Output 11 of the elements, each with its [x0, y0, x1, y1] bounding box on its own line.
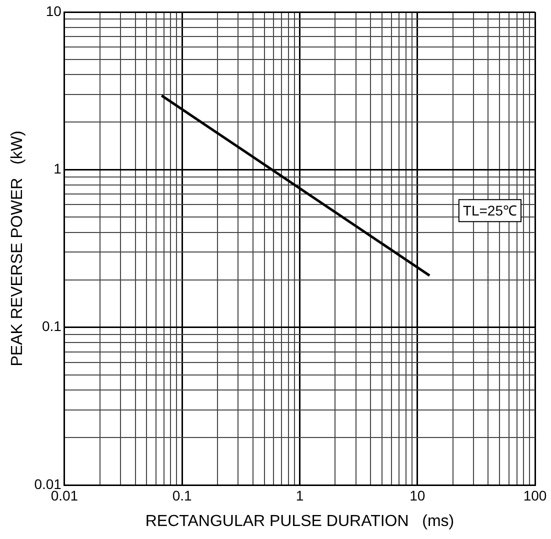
y-tick-label: 0.1	[42, 318, 62, 334]
y-tick-label: 10	[46, 2, 62, 19]
y-axis-title: PEAK REVERSE POWER (kW)	[9, 130, 26, 366]
x-tick-label: 1	[296, 487, 304, 504]
x-tick-label: 10	[410, 487, 426, 504]
y-tick-label: 1	[54, 160, 62, 177]
annotation: TL=25℃	[462, 202, 518, 219]
x-tick-label: 100	[523, 487, 547, 504]
y-tick-label: 0.01	[34, 476, 62, 492]
x-axis-title: RECTANGULAR PULSE DURATION (ms)	[145, 512, 454, 530]
x-tick-label: 0.1	[172, 487, 192, 504]
